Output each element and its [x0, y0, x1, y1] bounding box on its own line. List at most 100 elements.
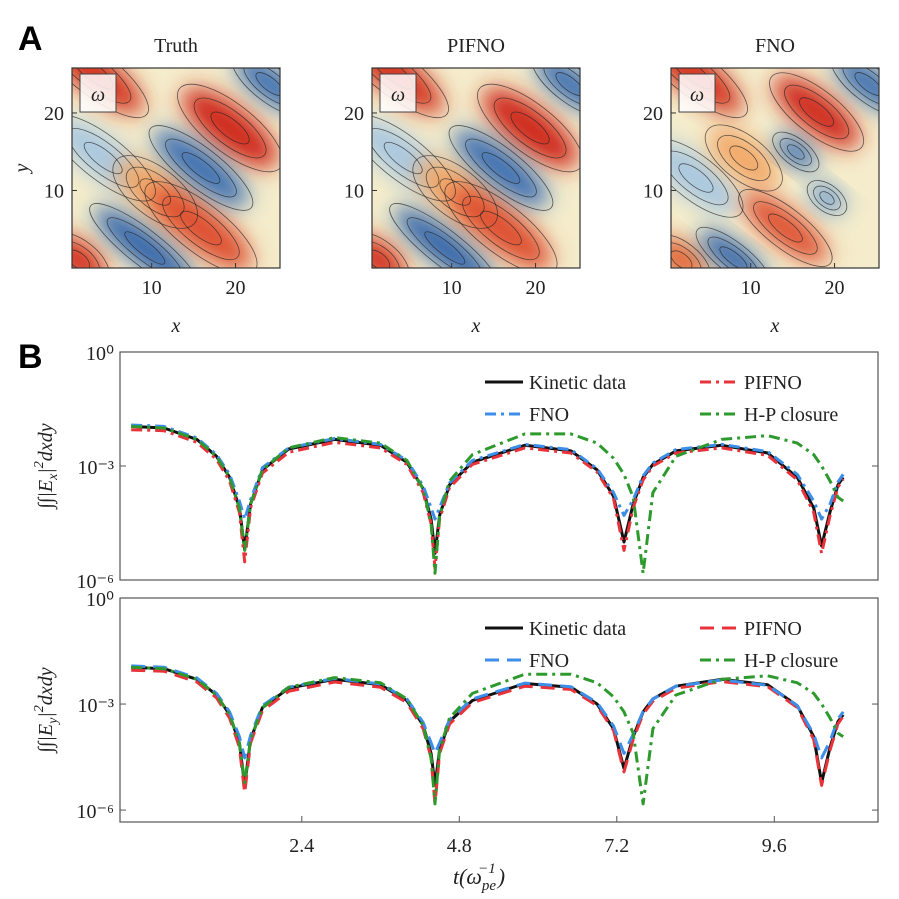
y-axis-label-part: ∫∫|E [35, 724, 58, 755]
x-tick-label: 10 [442, 277, 462, 299]
legend-label: H-P closure [744, 650, 838, 672]
heatmap-blob [453, 129, 549, 207]
contour [372, 68, 449, 119]
legend-label: Kinetic data [529, 618, 626, 640]
title: FNO [755, 35, 795, 57]
y-axis-label-part: dxdy [35, 667, 57, 705]
contour [531, 68, 580, 116]
contour [784, 84, 850, 140]
annotation-box [379, 73, 417, 113]
heatmap-blob [94, 207, 195, 268]
contour [83, 141, 123, 175]
legend-label: PIFNO [744, 618, 802, 640]
legend-label: FNO [529, 650, 569, 672]
contour [106, 217, 183, 268]
annotation-box [79, 73, 117, 113]
contour [112, 155, 198, 229]
y-axis-label-part: 2 [32, 705, 47, 712]
contour [72, 114, 156, 202]
contour [372, 240, 400, 268]
y-axis-label-part: y [46, 717, 61, 726]
contour [477, 83, 580, 173]
legend-label: Kinetic data [529, 372, 626, 394]
contour [510, 111, 550, 145]
contour [493, 97, 567, 159]
y-tick-label: 10⁻⁶ [76, 801, 114, 823]
contour [465, 138, 537, 198]
contour [148, 125, 254, 211]
contour [255, 72, 280, 96]
contour [813, 185, 841, 211]
contour [162, 195, 240, 261]
annotation-box [678, 73, 716, 113]
y-axis-label: y [11, 163, 33, 174]
heatmap-blob [671, 142, 739, 214]
legend-label: H-P closure [744, 404, 838, 426]
contour [768, 213, 803, 243]
heatmap-blob [708, 127, 779, 189]
y-tick-label: 20 [344, 103, 364, 125]
contour [144, 181, 258, 268]
x-tick-label: 20 [825, 277, 845, 299]
frame [670, 67, 880, 269]
contour [717, 135, 771, 181]
y-axis-label-part: dxdy [35, 423, 57, 461]
heatmap-blob [482, 88, 578, 168]
contour [72, 232, 110, 268]
series-line [131, 424, 845, 575]
contour [383, 141, 423, 175]
contour [72, 68, 149, 119]
contour [842, 68, 879, 106]
contour [412, 155, 498, 229]
x-tick-label: 4.8 [447, 835, 472, 857]
contour [444, 181, 558, 268]
heatmap-blob [72, 235, 107, 268]
contour [481, 152, 521, 184]
x-axis-label: t(ωpe−1) [453, 861, 505, 894]
contour [462, 195, 540, 261]
contour [480, 210, 522, 246]
heatmap-image [671, 68, 879, 268]
contour [671, 138, 744, 218]
y-axis-label-part: | [35, 712, 57, 718]
y-tick-label: 20 [44, 103, 64, 125]
contour [181, 152, 221, 184]
heatmap-blob [449, 185, 552, 268]
contour [231, 68, 280, 116]
heatmap-blob [153, 129, 249, 207]
contour [738, 189, 833, 267]
contour [671, 242, 702, 268]
contour [753, 201, 818, 255]
contour [372, 232, 410, 268]
x-tick-label: 10 [741, 277, 761, 299]
contour [177, 83, 280, 173]
y-tick-label: 10 [44, 180, 64, 202]
contour [165, 138, 237, 198]
contour [678, 163, 714, 193]
annotation: ω [91, 84, 105, 106]
x-axis-label-part: −1 [478, 861, 496, 877]
contour [425, 166, 485, 218]
series-line [131, 665, 845, 806]
contour [854, 72, 879, 96]
series-line [131, 423, 845, 521]
contour [124, 231, 166, 265]
heatmap-blob [535, 68, 580, 113]
contour [372, 249, 391, 268]
x-tick-label: 9.6 [762, 835, 787, 857]
frame [371, 67, 581, 269]
heatmap-blob [773, 76, 860, 148]
frame [119, 597, 879, 823]
x-axis-label-part: t(ω [453, 864, 482, 889]
contour [210, 111, 250, 145]
heatmap-blob [372, 68, 444, 114]
contour [772, 131, 820, 173]
y-axis-label-part: ∫∫|E [35, 480, 58, 511]
heatmap-blob [182, 88, 278, 168]
series-line [131, 665, 845, 787]
heatmap-blob [671, 68, 743, 114]
x-axis-label: x [171, 315, 181, 337]
contour [671, 150, 729, 206]
y-tick-label: 10 [643, 180, 663, 202]
contour [769, 72, 865, 152]
